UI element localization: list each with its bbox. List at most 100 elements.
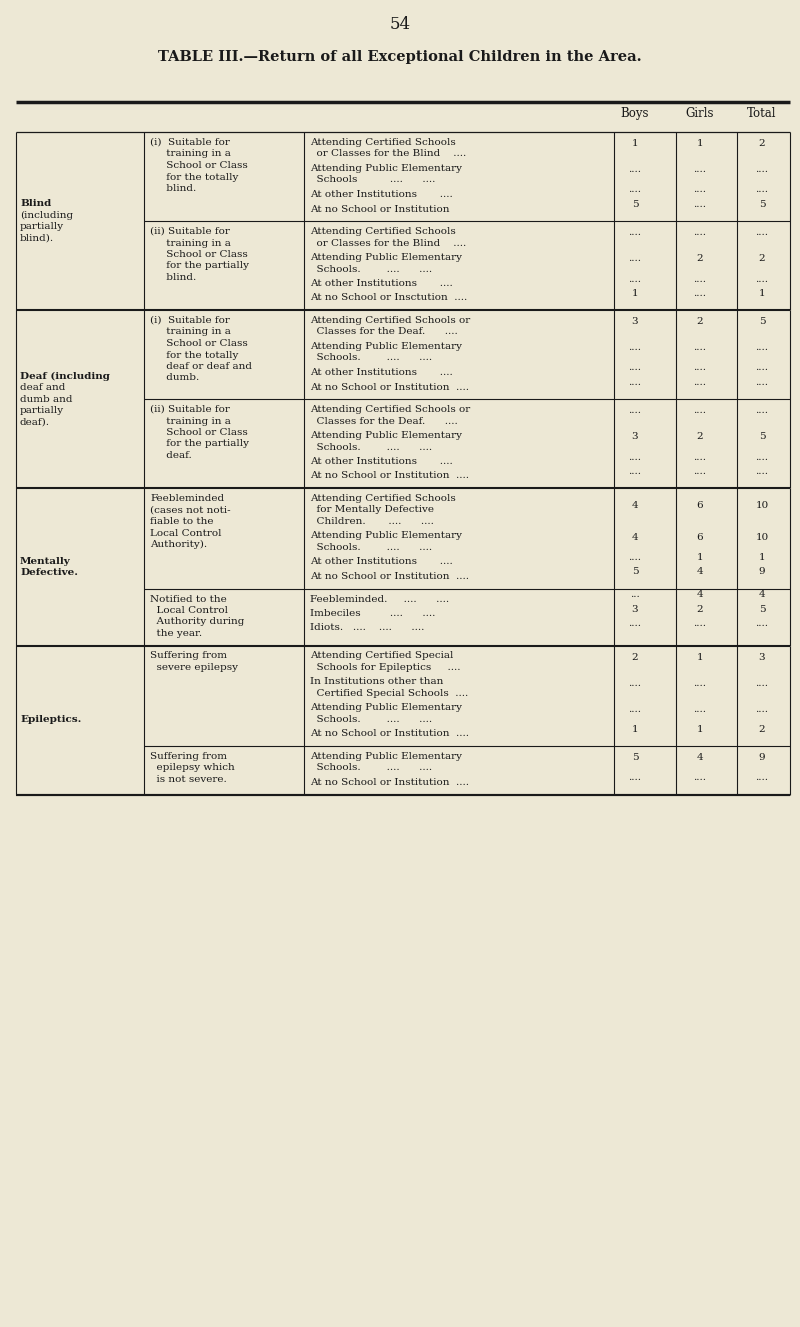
Text: 5: 5 [758, 317, 766, 326]
Text: 2: 2 [697, 255, 703, 263]
Text: ....: .... [694, 467, 706, 476]
Text: 5: 5 [632, 754, 638, 762]
Text: ....: .... [629, 166, 642, 174]
Text: ....: .... [629, 774, 642, 783]
Text: Attending Public Elementary: Attending Public Elementary [310, 532, 462, 540]
Text: 4: 4 [632, 532, 638, 541]
Text: Authority during: Authority during [150, 617, 244, 626]
Text: ....: .... [755, 406, 769, 415]
Text: Mentally: Mentally [20, 556, 70, 565]
Text: 1: 1 [758, 553, 766, 563]
Text: ....: .... [755, 275, 769, 284]
Text: 1: 1 [632, 139, 638, 149]
Text: Suffering from: Suffering from [150, 652, 227, 661]
Text: Schools for Epileptics     ....: Schools for Epileptics .... [310, 664, 461, 671]
Text: 10: 10 [755, 502, 769, 510]
Text: Schools.        ....      ....: Schools. .... .... [310, 353, 432, 362]
Text: 1: 1 [632, 725, 638, 734]
Text: 3: 3 [758, 653, 766, 662]
Text: Attending Public Elementary: Attending Public Elementary [310, 165, 462, 173]
Text: Authority).: Authority). [150, 540, 207, 549]
Text: ....: .... [694, 705, 706, 714]
Text: 2: 2 [758, 139, 766, 149]
Text: is not severe.: is not severe. [150, 775, 226, 784]
Text: partially: partially [20, 222, 64, 231]
Text: TABLE III.—Return of all Exceptional Children in the Area.: TABLE III.—Return of all Exceptional Chi… [158, 50, 642, 64]
Text: 2: 2 [632, 653, 638, 662]
Text: At no School or Institution: At no School or Institution [310, 204, 450, 214]
Text: ....: .... [629, 553, 642, 563]
Text: blind.: blind. [150, 184, 196, 192]
Text: for Mentally Defective: for Mentally Defective [310, 506, 434, 515]
Text: 2: 2 [758, 725, 766, 734]
Text: School or Class: School or Class [150, 161, 248, 170]
Text: epilepsy which: epilepsy which [150, 763, 234, 772]
Text: deaf.: deaf. [150, 451, 192, 460]
Text: ....: .... [629, 378, 642, 387]
Text: ....: .... [694, 228, 706, 238]
Text: ....: .... [629, 406, 642, 415]
Text: Defective.: Defective. [20, 568, 78, 577]
Text: In Institutions other than: In Institutions other than [310, 678, 443, 686]
Text: the year.: the year. [150, 629, 202, 638]
Text: 1: 1 [632, 289, 638, 299]
Text: 5: 5 [758, 433, 766, 442]
Text: (cases not noti-: (cases not noti- [150, 506, 230, 515]
Text: Schools.        ....      ....: Schools. .... .... [310, 264, 432, 273]
Text: 1: 1 [697, 653, 703, 662]
Text: Epileptics.: Epileptics. [20, 715, 82, 725]
Text: At no School or Institution  ....: At no School or Institution .... [310, 730, 469, 739]
Text: ....: .... [694, 678, 706, 687]
Text: 1: 1 [758, 289, 766, 299]
Text: ....: .... [629, 618, 642, 628]
Text: (i)  Suitable for: (i) Suitable for [150, 316, 230, 325]
Text: ....: .... [755, 378, 769, 387]
Text: At no School or Institution  ....: At no School or Institution .... [310, 778, 469, 787]
Text: blind.: blind. [150, 273, 196, 283]
Text: 4: 4 [697, 591, 703, 598]
Text: School or Class: School or Class [150, 338, 248, 348]
Text: Attending Public Elementary: Attending Public Elementary [310, 342, 462, 352]
Text: 5: 5 [758, 200, 766, 208]
Text: 54: 54 [390, 16, 410, 33]
Text: partially: partially [20, 406, 64, 415]
Text: ....: .... [755, 364, 769, 373]
Text: At other Institutions       ....: At other Institutions .... [310, 368, 453, 377]
Text: ....: .... [694, 406, 706, 415]
Text: Schools.        ....      ....: Schools. .... .... [310, 543, 432, 552]
Text: training in a: training in a [150, 150, 231, 158]
Text: 6: 6 [697, 502, 703, 510]
Text: ....: .... [755, 186, 769, 195]
Text: ....: .... [694, 289, 706, 299]
Text: 1: 1 [697, 553, 703, 563]
Text: Attending Certified Schools: Attending Certified Schools [310, 227, 456, 236]
Text: 3: 3 [632, 317, 638, 326]
Text: Attending Public Elementary: Attending Public Elementary [310, 431, 462, 441]
Text: severe epilepsy: severe epilepsy [150, 664, 238, 671]
Text: ....: .... [629, 364, 642, 373]
Text: 2: 2 [697, 317, 703, 326]
Text: 2: 2 [697, 605, 703, 613]
Text: ....: .... [694, 453, 706, 462]
Text: Certified Special Schools  ....: Certified Special Schools .... [310, 689, 468, 698]
Text: Idiots.   ....    ....      ....: Idiots. .... .... .... [310, 624, 424, 633]
Text: 4: 4 [632, 502, 638, 510]
Text: Children.       ....      ....: Children. .... .... [310, 518, 434, 525]
Text: 1: 1 [697, 725, 703, 734]
Text: Notified to the: Notified to the [150, 594, 226, 604]
Text: ....: .... [629, 467, 642, 476]
Text: 4: 4 [697, 568, 703, 576]
Text: (including: (including [20, 211, 73, 220]
Text: training in a: training in a [150, 328, 231, 337]
Text: Attending Public Elementary: Attending Public Elementary [310, 253, 462, 261]
Text: School or Class: School or Class [150, 429, 248, 437]
Text: dumb.: dumb. [150, 373, 199, 382]
Text: ....: .... [629, 678, 642, 687]
Text: 4: 4 [697, 754, 703, 762]
Text: ....: .... [755, 166, 769, 174]
Text: ....: .... [755, 618, 769, 628]
Text: Blind: Blind [20, 199, 51, 208]
Text: ....: .... [755, 228, 769, 238]
Text: for the totally: for the totally [150, 350, 238, 360]
Text: Feebleminded.     ....      ....: Feebleminded. .... .... [310, 594, 449, 604]
